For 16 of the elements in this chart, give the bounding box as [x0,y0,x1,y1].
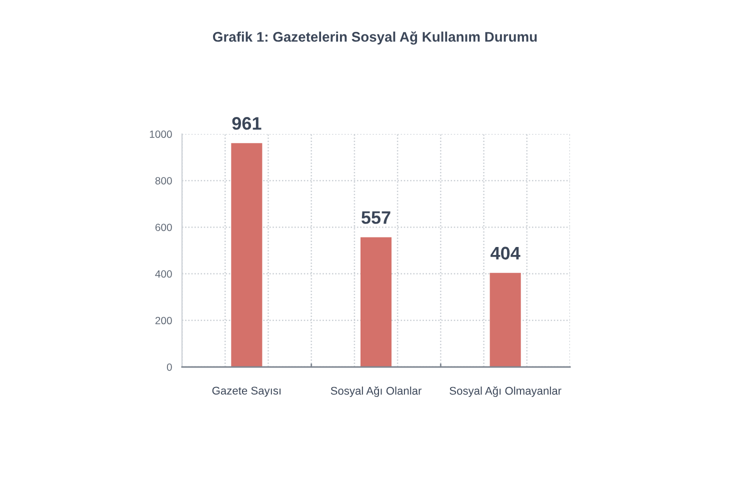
data-label: 404 [490,246,520,260]
y-tick-label: 200 [155,316,172,324]
bar [231,143,262,367]
y-tick-label: 800 [155,177,172,184]
y-tick-label: 0 [166,363,172,371]
x-tick-label: Sosyal Ağı Olmayanlar [450,386,562,397]
bar [490,272,521,367]
bar [360,237,392,367]
x-tick-label: Sosyal Ağı Olanlar [330,386,422,397]
x-tick-label: Gazete Sayısı [212,386,281,397]
data-label: 961 [232,117,262,130]
y-tick-label: 600 [155,224,172,232]
y-tick-label: 400 [155,270,172,278]
data-label: 557 [362,211,390,224]
chart-title: Grafik 1: Gazetelerin Sosyal Ağ Kullanım Durumu [212,31,537,45]
y-tick-label: 1000 [150,130,172,138]
